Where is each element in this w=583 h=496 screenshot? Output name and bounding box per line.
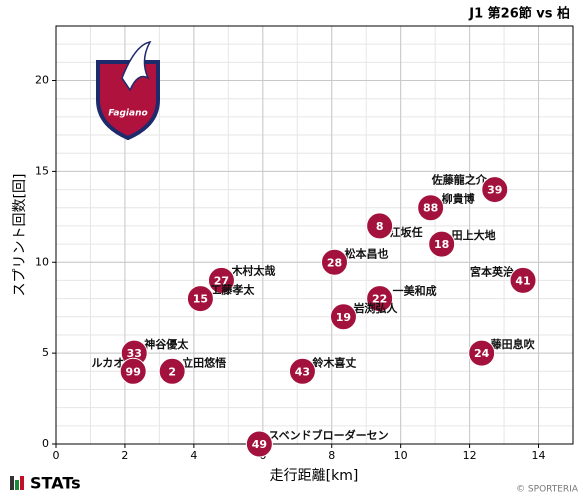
point [207, 266, 235, 294]
point [245, 430, 273, 458]
y-tick-label: 20 [35, 74, 49, 87]
point-number: 99 [126, 365, 141, 378]
plot-frame [55, 25, 574, 445]
x-tick-label: 10 [394, 449, 408, 462]
point [428, 230, 456, 258]
player-name: 佐藤龍之介 [431, 173, 488, 187]
point-number: 41 [515, 274, 530, 287]
point [158, 357, 186, 385]
player-name: 神谷優太 [144, 337, 189, 351]
player-name: スベンドブローダーセン [268, 428, 388, 442]
y-tick-label: 0 [42, 437, 49, 450]
point-number: 28 [327, 256, 342, 269]
point [186, 285, 214, 313]
point [366, 285, 394, 313]
point [366, 212, 394, 240]
player-name: 木村太哉 [230, 263, 275, 277]
player-name: 岩渕弘人 [352, 301, 398, 315]
point-number: 33 [127, 347, 142, 360]
team-logo: Fagiano [96, 40, 160, 141]
point-number: 27 [214, 274, 229, 287]
point-number: 19 [336, 311, 351, 324]
point [481, 176, 509, 204]
player-name: 立田悠悟 [182, 355, 226, 369]
point [468, 339, 496, 367]
point-number: 8 [376, 220, 384, 233]
point-number: 15 [193, 293, 208, 306]
y-tick-label: 10 [35, 255, 49, 268]
player-name: 鈴木喜丈 [312, 355, 356, 369]
point [417, 194, 445, 222]
point-number: 18 [434, 238, 449, 251]
point [119, 357, 147, 385]
chart-title: J1 第26節 vs 柏 [468, 6, 570, 22]
stats-logo-text: STATs [30, 474, 81, 493]
point [320, 248, 348, 276]
player-name: ルカオ [92, 356, 125, 369]
point [509, 266, 537, 294]
point-number: 2 [168, 365, 176, 378]
point-number: 43 [295, 365, 310, 378]
player-name: 柳貴博 [442, 192, 475, 206]
point [329, 303, 357, 331]
point-number: 88 [423, 202, 438, 215]
x-tick-label: 2 [121, 449, 128, 462]
svg-text:Fagiano: Fagiano [108, 109, 147, 119]
x-tick-label: 8 [328, 449, 335, 462]
y-tick-label: 5 [42, 346, 49, 359]
stats-logo [10, 476, 24, 490]
x-tick-label: 0 [53, 449, 60, 462]
point-number: 49 [252, 438, 267, 451]
player-name: 田上大地 [452, 228, 496, 242]
player-name: 松本昌也 [344, 246, 388, 260]
x-tick-label: 12 [463, 449, 477, 462]
x-tick-label: 14 [532, 449, 546, 462]
point-number: 22 [372, 293, 387, 306]
point [288, 357, 316, 385]
player-name: 藤田息吹 [491, 337, 536, 351]
point-number: 39 [487, 184, 502, 197]
y-tick-label: 15 [35, 164, 49, 177]
player-name: 工藤孝太 [210, 283, 255, 297]
player-name: 一美和成 [393, 284, 437, 298]
point-number: 24 [474, 347, 490, 360]
player-name: 江坂任 [390, 225, 423, 239]
x-axis-label: 走行距離[km] [270, 467, 359, 484]
credit: © SPORTERIA [516, 485, 579, 495]
player-name: 宮本英治 [470, 264, 514, 278]
x-tick-label: 4 [190, 449, 197, 462]
y-axis-label: スプリント回数[回] [12, 174, 28, 297]
